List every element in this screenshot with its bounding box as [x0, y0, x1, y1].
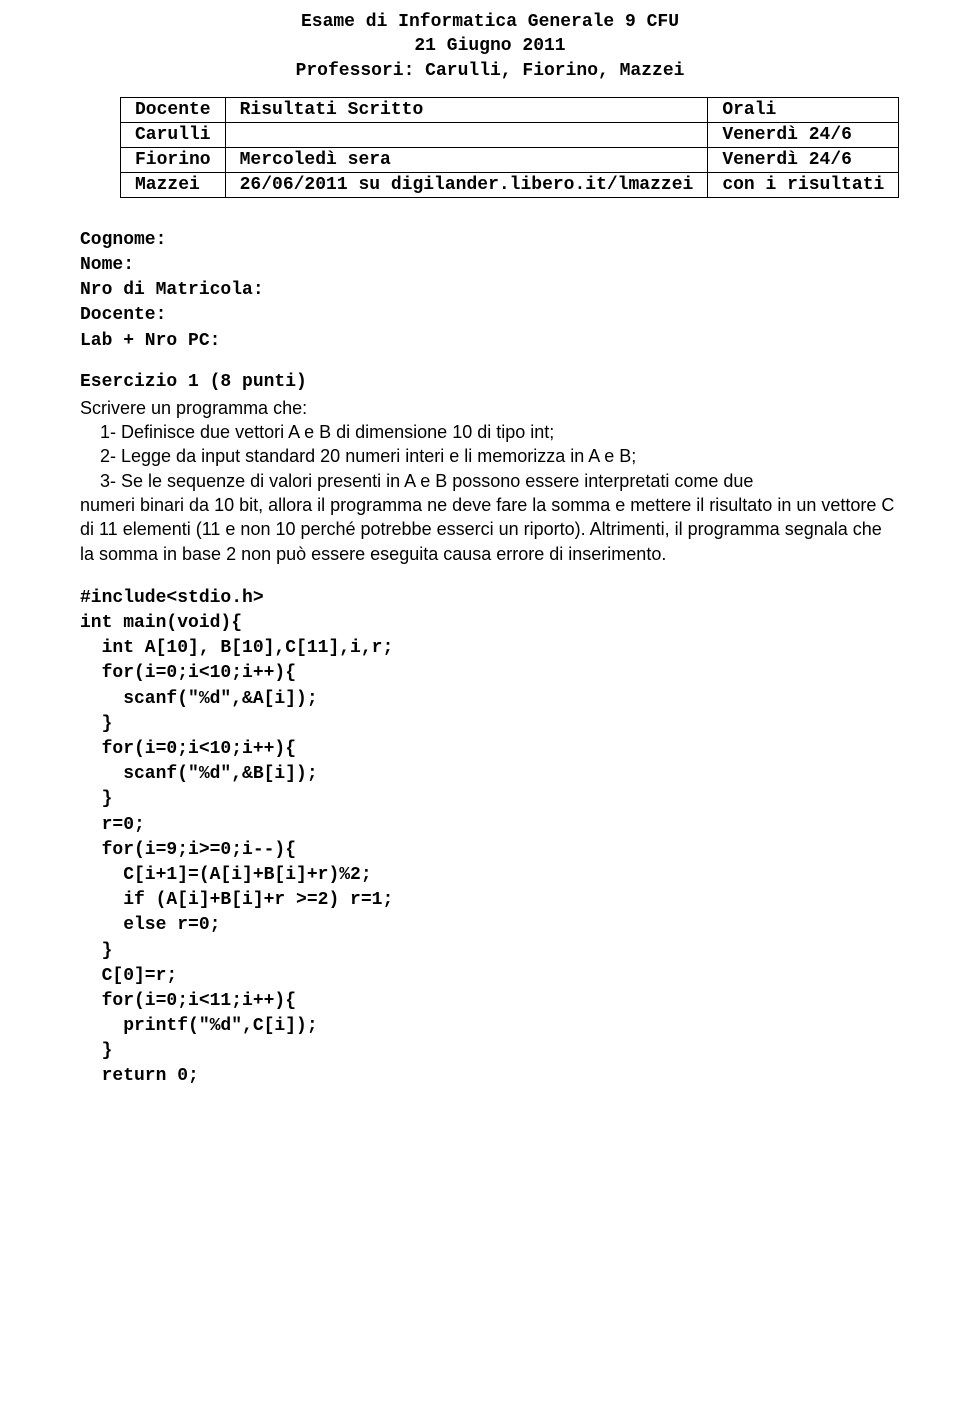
info-cognome: Cognome:: [80, 228, 900, 253]
cell-docente: Mazzei: [121, 172, 226, 197]
code-line: }: [80, 787, 900, 812]
col-header-docente: Docente: [121, 97, 226, 122]
exercise-item-1: 1- Definisce due vettori A e B di dimens…: [80, 420, 900, 444]
exercise-intro: Scrivere un programma che:: [80, 396, 900, 420]
code-line: #include<stdio.h>: [80, 586, 900, 611]
cell-risultati: 26/06/2011 su digilander.libero.it/lmazz…: [225, 172, 708, 197]
cell-orali: Venerdì 24/6: [708, 122, 899, 147]
code-line: C[0]=r;: [80, 964, 900, 989]
exam-header: Esame di Informatica Generale 9 CFU 21 G…: [80, 10, 900, 83]
col-header-orali: Orali: [708, 97, 899, 122]
table-row: Carulli Venerdì 24/6: [121, 122, 899, 147]
results-table: Docente Risultati Scritto Orali Carulli …: [120, 97, 899, 198]
exercise-item-3: 3- Se le sequenze di valori presenti in …: [80, 469, 900, 493]
code-line: }: [80, 712, 900, 737]
code-line: scanf("%d",&B[i]);: [80, 762, 900, 787]
cell-orali: Venerdì 24/6: [708, 147, 899, 172]
cell-orali: con i risultati: [708, 172, 899, 197]
code-line: scanf("%d",&A[i]);: [80, 687, 900, 712]
cell-docente: Carulli: [121, 122, 226, 147]
code-block: #include<stdio.h>int main(void){ int A[1…: [80, 586, 900, 1090]
cell-risultati: Mercoledì sera: [225, 147, 708, 172]
exercise-body: Scrivere un programma che: 1- Definisce …: [80, 396, 900, 566]
code-line: for(i=0;i<10;i++){: [80, 737, 900, 762]
code-line: for(i=0;i<10;i++){: [80, 661, 900, 686]
code-line: }: [80, 1039, 900, 1064]
col-header-risultati: Risultati Scritto: [225, 97, 708, 122]
code-line: r=0;: [80, 813, 900, 838]
code-line: if (A[i]+B[i]+r >=2) r=1;: [80, 888, 900, 913]
cell-docente: Fiorino: [121, 147, 226, 172]
code-line: C[i+1]=(A[i]+B[i]+r)%2;: [80, 863, 900, 888]
table-row: Fiorino Mercoledì sera Venerdì 24/6: [121, 147, 899, 172]
code-line: for(i=0;i<11;i++){: [80, 989, 900, 1014]
code-line: printf("%d",C[i]);: [80, 1014, 900, 1039]
info-lab-pc: Lab + Nro PC:: [80, 329, 900, 354]
code-line: else r=0;: [80, 913, 900, 938]
code-line: }: [80, 939, 900, 964]
code-line: int A[10], B[10],C[11],i,r;: [80, 636, 900, 661]
code-line: return 0;: [80, 1064, 900, 1089]
header-line-3: Professori: Carulli, Fiorino, Mazzei: [80, 59, 900, 83]
table-header-row: Docente Risultati Scritto Orali: [121, 97, 899, 122]
table-row: Mazzei 26/06/2011 su digilander.libero.i…: [121, 172, 899, 197]
exercise-title: Esercizio 1 (8 punti): [80, 372, 900, 392]
info-matricola: Nro di Matricola:: [80, 278, 900, 303]
info-docente: Docente:: [80, 303, 900, 328]
code-line: int main(void){: [80, 611, 900, 636]
code-line: for(i=9;i>=0;i--){: [80, 838, 900, 863]
student-info-block: Cognome: Nome: Nro di Matricola: Docente…: [80, 228, 900, 354]
exercise-item-2: 2- Legge da input standard 20 numeri int…: [80, 444, 900, 468]
cell-risultati: [225, 122, 708, 147]
exercise-continuation: numeri binari da 10 bit, allora il progr…: [80, 493, 900, 566]
info-nome: Nome:: [80, 253, 900, 278]
header-line-1: Esame di Informatica Generale 9 CFU: [80, 10, 900, 34]
header-line-2: 21 Giugno 2011: [80, 34, 900, 58]
